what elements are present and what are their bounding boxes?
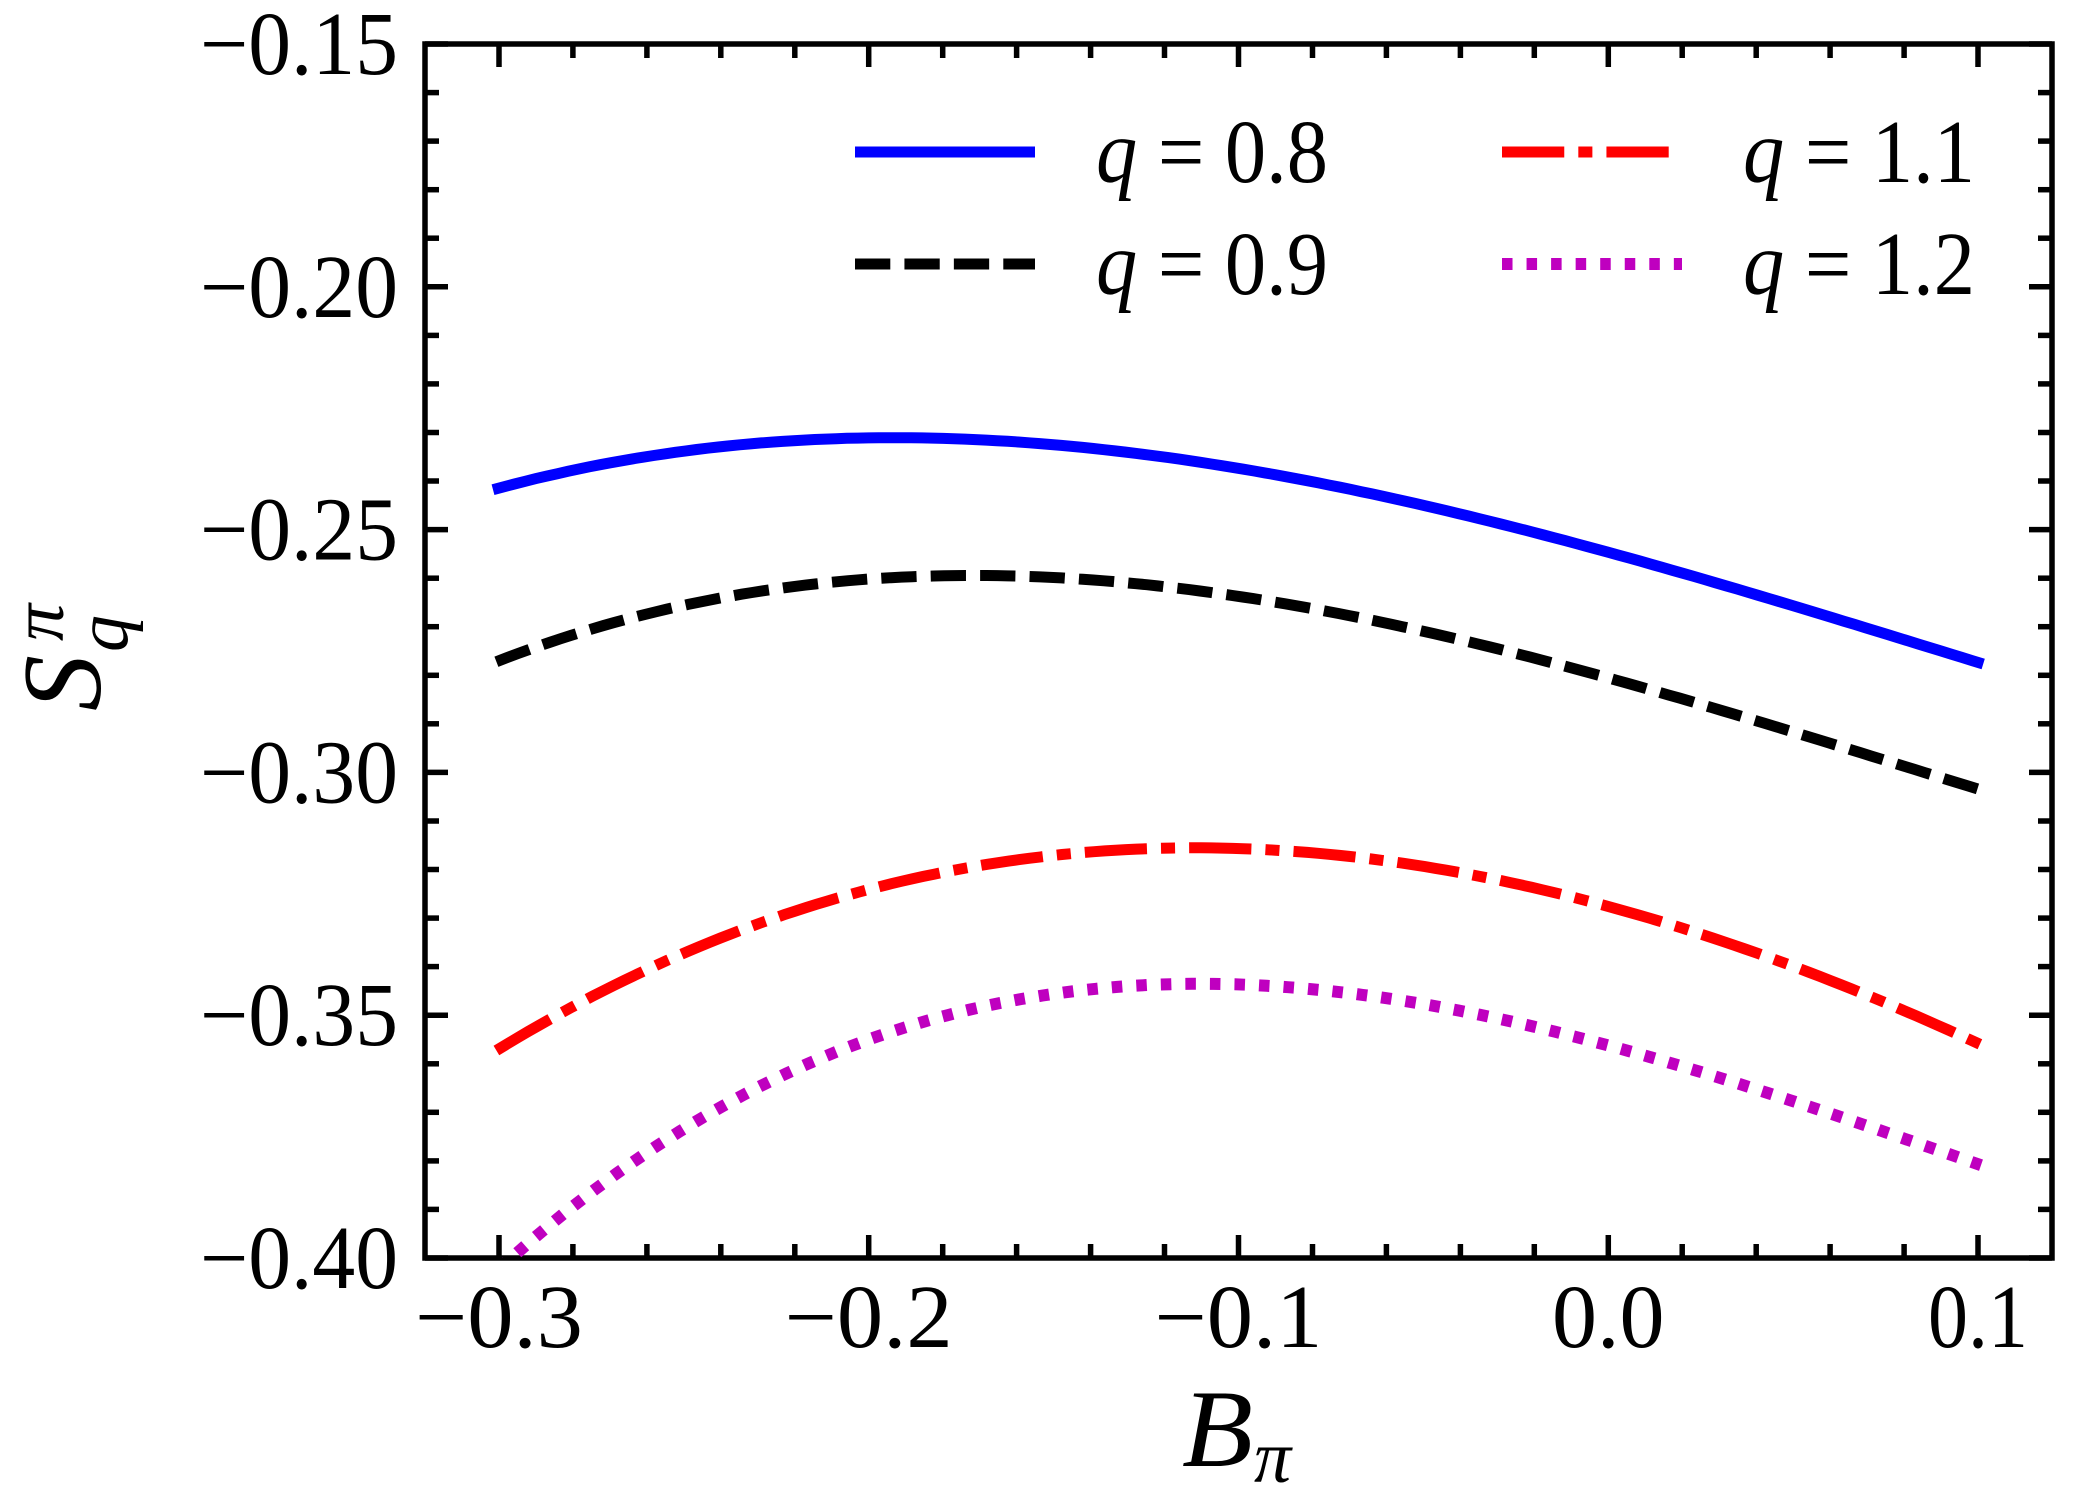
svg-text:B: B [1182,1368,1253,1490]
svg-text:q = 1.2: q = 1.2 [1743,215,1975,314]
svg-text:−0.1: −0.1 [1155,1268,1323,1367]
svg-text:−0.30: −0.30 [200,723,398,822]
svg-text:π: π [0,602,80,641]
svg-text:−0.2: −0.2 [785,1268,953,1367]
svg-text:−0.20: −0.20 [200,238,398,337]
svg-text:π: π [1254,1417,1293,1499]
svg-text:0.0: 0.0 [1552,1268,1665,1367]
svg-text:−0.3: −0.3 [415,1268,583,1367]
svg-text:q = 0.8: q = 0.8 [1096,103,1328,202]
svg-text:q: q [62,615,144,652]
svg-text:−0.25: −0.25 [200,481,398,580]
svg-text:−0.40: −0.40 [200,1209,398,1308]
svg-text:q = 1.1: q = 1.1 [1743,103,1975,202]
svg-text:q = 0.9: q = 0.9 [1096,215,1328,314]
svg-text:−0.35: −0.35 [200,966,398,1065]
svg-text:−0.15: −0.15 [200,0,398,94]
svg-text:S: S [1,655,125,711]
svg-text:0.1: 0.1 [1928,1268,2028,1367]
